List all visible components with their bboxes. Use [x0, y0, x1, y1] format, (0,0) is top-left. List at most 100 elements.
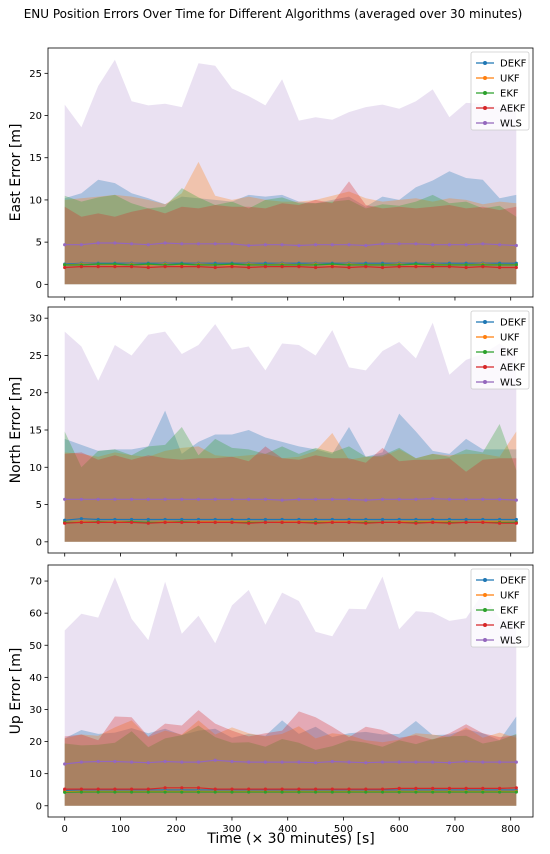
point-dekf-p2-23 — [447, 517, 451, 522]
point-aekf-p3-1 — [79, 787, 83, 791]
point-dekf-p2-3 — [113, 517, 117, 522]
point-wls-p1-5 — [146, 243, 150, 247]
point-aekf-p3-15 — [314, 787, 318, 791]
point-wls-p3-23 — [447, 761, 451, 765]
point-aekf-p1-6 — [163, 265, 167, 269]
point-ekf-p1-15 — [314, 263, 318, 267]
point-aekf-p2-20 — [397, 520, 401, 525]
legend-marker-ukf — [483, 76, 487, 80]
point-dekf-p2-14 — [297, 517, 301, 522]
y-tick-label-p3: 30 — [29, 705, 42, 716]
point-dekf-p2-17 — [347, 517, 351, 522]
point-wls-p2-12 — [263, 497, 267, 501]
point-wls-p2-0 — [63, 497, 67, 501]
point-dekf-p2-8 — [196, 517, 201, 522]
point-wls-p3-11 — [247, 760, 251, 764]
point-aekf-p1-2 — [96, 265, 100, 269]
point-aekf-p3-20 — [397, 786, 401, 791]
y-tick-label-p2: 15 — [29, 426, 42, 437]
y-tick-label-p2: 5 — [36, 500, 42, 511]
legend-marker-wls — [483, 638, 487, 642]
legend-label-ekf: EKF — [500, 89, 519, 100]
y-axis-label-p1: East Error [m] — [8, 124, 24, 222]
point-aekf-p2-21 — [414, 521, 418, 525]
y-tick-label-p1: 20 — [29, 111, 42, 122]
point-dekf-p2-2 — [96, 517, 100, 522]
point-aekf-p2-1 — [79, 520, 83, 525]
point-aekf-p3-8 — [196, 786, 201, 790]
point-ekf-p3-26 — [498, 790, 502, 794]
point-wls-p3-0 — [63, 762, 67, 766]
band-aekf-p1 — [64, 181, 517, 285]
legend-marker-aekf — [483, 623, 487, 627]
point-wls-p1-27 — [514, 243, 518, 248]
point-aekf-p2-4 — [130, 520, 134, 525]
point-ekf-p1-21 — [414, 262, 418, 266]
point-aekf-p3-27 — [514, 786, 518, 790]
point-wls-p1-16 — [330, 243, 334, 247]
point-ekf-p1-3 — [113, 262, 117, 266]
point-wls-p2-18 — [364, 498, 368, 502]
point-aekf-p3-21 — [414, 786, 418, 791]
point-aekf-p3-23 — [447, 786, 451, 791]
point-dekf-p2-5 — [146, 517, 150, 522]
point-wls-p2-27 — [514, 498, 518, 502]
point-ekf-p1-7 — [180, 262, 184, 266]
point-ekf-p1-19 — [380, 263, 385, 267]
line-wls-p3 — [64, 759, 517, 765]
legend-label-dekf: DEKF — [500, 59, 527, 70]
legend-label-aekf: AEKF — [500, 104, 526, 115]
point-ekf-p3-10 — [230, 790, 234, 794]
y-tick-label-p3: 40 — [29, 673, 42, 684]
axes-frame-p1 — [47, 47, 534, 298]
point-ekf-p3-21 — [414, 790, 418, 794]
point-wls-p2-17 — [347, 497, 351, 501]
point-ekf-p3-4 — [130, 790, 134, 794]
point-aekf-p3-19 — [380, 787, 385, 791]
point-ekf-p3-27 — [514, 790, 518, 794]
x-tick-label: 400 — [278, 824, 297, 835]
point-dekf-p2-12 — [263, 517, 267, 522]
point-ekf-p1-27 — [514, 263, 518, 267]
point-aekf-p2-15 — [314, 521, 318, 525]
legend-box — [470, 310, 530, 390]
y-tick-label-p2: 0 — [36, 537, 42, 548]
band-ukf-p3 — [64, 720, 517, 806]
point-aekf-p3-12 — [263, 787, 267, 791]
point-ekf-p3-18 — [364, 790, 368, 794]
legend-label-aekf: AEKF — [500, 363, 526, 374]
y-tick-label-p3: 0 — [36, 801, 42, 812]
point-wls-p3-25 — [481, 760, 485, 764]
point-aekf-p1-15 — [314, 265, 318, 270]
point-aekf-p1-13 — [280, 265, 284, 269]
point-aekf-p3-25 — [481, 786, 485, 791]
point-wls-p1-23 — [447, 243, 451, 247]
point-aekf-p1-3 — [113, 265, 117, 269]
y-tick-label-p3: 50 — [29, 641, 42, 652]
point-aekf-p3-2 — [96, 787, 100, 791]
point-dekf-p2-20 — [397, 517, 401, 522]
point-ekf-p3-3 — [113, 790, 117, 794]
band-ukf-p1 — [64, 161, 517, 285]
legend-marker-dekf — [483, 320, 487, 324]
point-aekf-p1-10 — [230, 265, 234, 269]
x-tick-label: 800 — [501, 824, 520, 835]
legend-label-aekf: AEKF — [500, 621, 526, 632]
point-ekf-p3-13 — [280, 790, 284, 794]
y-tick-label-p1: 15 — [29, 153, 42, 164]
y-tick-label-p1: 10 — [29, 195, 42, 206]
x-tick-label: 700 — [445, 824, 464, 835]
point-dekf-p2-22 — [431, 517, 435, 522]
y-tick-label-p2: 30 — [29, 314, 42, 325]
point-wls-p1-19 — [380, 242, 385, 246]
point-aekf-p3-13 — [280, 787, 284, 791]
point-wls-p2-15 — [314, 497, 318, 501]
legend-marker-aekf — [483, 106, 487, 110]
point-wls-p1-24 — [464, 243, 468, 247]
point-aekf-p3-4 — [130, 787, 134, 791]
point-aekf-p1-19 — [380, 265, 385, 270]
point-aekf-p1-26 — [498, 265, 502, 270]
point-aekf-p1-24 — [464, 265, 468, 270]
point-ekf-p3-17 — [347, 790, 351, 794]
point-aekf-p2-17 — [347, 520, 351, 525]
